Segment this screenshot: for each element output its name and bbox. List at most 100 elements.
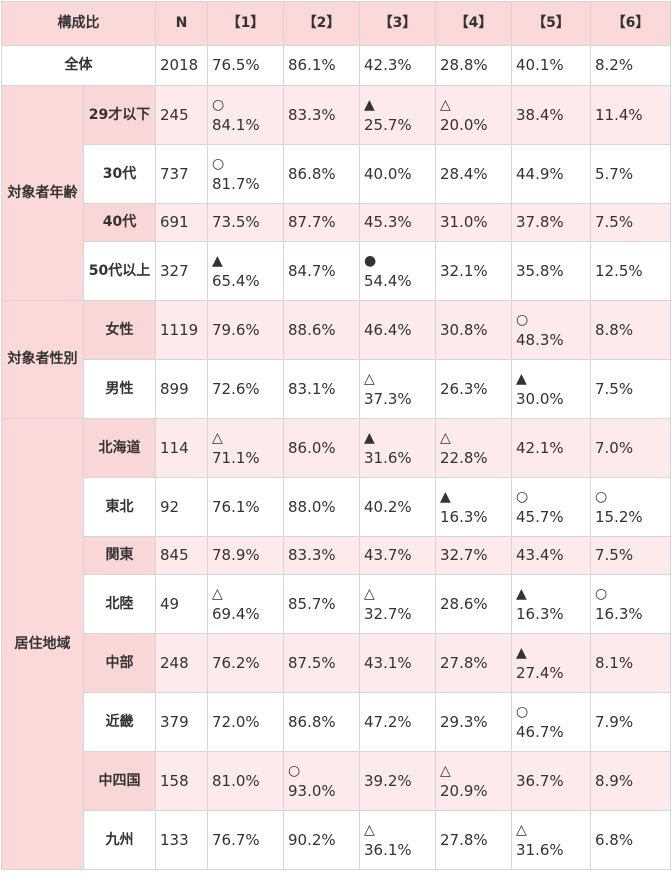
table-cell: 43.7%	[359, 536, 436, 575]
table-cell: 40.0%	[359, 144, 436, 204]
table-cell: 83.1%	[283, 359, 360, 419]
table-cell: 37.8%	[511, 203, 591, 242]
significance-mark: △	[364, 370, 375, 387]
table-cell: 90.2%	[283, 810, 360, 870]
group-label: 対象者年齢	[1, 85, 84, 301]
table-cell: 7.5%	[590, 359, 671, 419]
table-cell: ● 54.4%	[359, 241, 436, 301]
table-cell: ▲ 16.3%	[511, 574, 591, 634]
cell-value: 37.3%	[364, 389, 412, 408]
table-cell: 73.5%	[207, 203, 284, 242]
significance-mark: △	[364, 585, 375, 602]
row-label: 50代以上	[83, 241, 156, 301]
cell-value: 20.0%	[440, 115, 488, 134]
cell-value: 54.4%	[364, 271, 412, 290]
header-col-3: 【3】	[359, 1, 436, 46]
cell-value: 69.4%	[212, 604, 260, 623]
table-row: 対象者年齢 29才以下 245 ○ 84.1% 83.3% ▲ 25.7% △ 20.0% 38.4…	[1, 85, 671, 301]
row-n: 114	[155, 418, 208, 478]
table-row: 50代以上 327 ▲ 65.4% 84.7% ● 54.4% 32.1% 35.8% 12.5%	[2, 241, 671, 301]
significance-mark: ○	[516, 311, 529, 328]
table-cell: 6.8%	[590, 810, 671, 870]
total-cell: 40.1%	[511, 45, 591, 86]
table-cell: 36.7%	[511, 751, 591, 811]
table-cell: △ 71.1%	[207, 418, 284, 478]
total-n: 2018	[155, 45, 208, 86]
cell-value: 16.3%	[440, 507, 488, 526]
row-label: 女性	[83, 300, 156, 360]
table-cell: 8.1%	[590, 633, 671, 693]
table-cell: 28.4%	[435, 144, 512, 204]
table-cell: ▲ 27.4%	[511, 633, 591, 693]
row-n: 133	[155, 810, 208, 870]
table-cell: △ 20.9%	[435, 751, 512, 811]
row-label: 中四国	[83, 751, 156, 811]
table-cell: ○ 48.3%	[511, 300, 591, 360]
table-cell: 11.4%	[590, 85, 671, 145]
table-cell: 43.4%	[511, 536, 591, 575]
total-cell: 42.3%	[359, 45, 436, 86]
table-row: 40代 691 73.5% 87.7% 45.3% 31.0% 37.8% 7.5%	[2, 203, 671, 242]
cell-value: 93.0%	[288, 781, 336, 800]
table-cell: ○ 93.0%	[283, 751, 360, 811]
table-cell: △ 20.0%	[435, 85, 512, 145]
header-col-4: 【4】	[435, 1, 512, 46]
significance-mark: ▲	[212, 252, 223, 269]
table-cell: 72.6%	[207, 359, 284, 419]
row-label: 関東	[83, 536, 156, 575]
row-label: 九州	[83, 810, 156, 870]
cell-value: 84.1%	[212, 115, 260, 134]
significance-mark: ○	[516, 488, 529, 505]
table-cell: ○ 84.1%	[207, 85, 284, 145]
significance-mark: △	[364, 821, 375, 838]
cell-value: 16.3%	[516, 604, 564, 623]
cell-value: 25.7%	[364, 115, 412, 134]
total-cell: 86.1%	[283, 45, 360, 86]
table-cell: 8.9%	[590, 751, 671, 811]
table-cell: ○ 15.2%	[590, 477, 671, 537]
table-cell: 8.8%	[590, 300, 671, 360]
table-row: 関東 845 78.9% 83.3% 43.7% 32.7% 43.4% 7.5%	[2, 536, 671, 575]
table-row: 東北 92 76.1% 88.0% 40.2% ▲ 16.3% ○ 45.7% ○ 15.2%	[2, 477, 671, 537]
significance-mark: △	[212, 429, 223, 446]
table-cell: 35.8%	[511, 241, 591, 301]
significance-mark: ○	[516, 703, 529, 720]
table-cell: ▲ 16.3%	[435, 477, 512, 537]
row-label: 29才以下	[83, 85, 156, 145]
significance-mark: △	[212, 585, 223, 602]
table-cell: ▲ 65.4%	[207, 241, 284, 301]
row-n: 49	[155, 574, 208, 634]
header-col-6: 【6】	[590, 1, 671, 46]
table-cell: 86.8%	[283, 692, 360, 752]
table-row: 中四国 158 81.0% ○ 93.0% 39.2% △ 20.9% 36.7% 8.9%	[2, 751, 671, 811]
significance-mark: ○	[212, 96, 225, 113]
cell-value: 32.7%	[364, 604, 412, 623]
table-row: 九州 133 76.7% 90.2% △ 36.1% 27.8% △ 31.6% 6.8%	[2, 810, 671, 870]
significance-mark: △	[440, 429, 451, 446]
row-label: 北陸	[83, 574, 156, 634]
cell-value: 71.1%	[212, 448, 260, 467]
row-label: 東北	[83, 477, 156, 537]
total-row: 全体 2018 76.5% 86.1% 42.3% 28.8% 40.1% 8.…	[1, 45, 671, 86]
cell-value: 65.4%	[212, 271, 260, 290]
significance-mark: ●	[364, 252, 377, 269]
table-cell: 88.6%	[283, 300, 360, 360]
cell-value: 46.7%	[516, 722, 564, 741]
cell-value: 20.9%	[440, 781, 488, 800]
significance-mark: ○	[288, 762, 301, 779]
significance-mark: ▲	[440, 488, 451, 505]
table-cell: △ 37.3%	[359, 359, 436, 419]
total-label: 全体	[1, 45, 156, 86]
table-cell: △ 31.6%	[511, 810, 591, 870]
table-cell: 76.1%	[207, 477, 284, 537]
table-cell: ▲ 25.7%	[359, 85, 436, 145]
table-cell: 46.4%	[359, 300, 436, 360]
row-n: 327	[155, 241, 208, 301]
cell-value: 45.7%	[516, 507, 564, 526]
table-row: 居住地域 北海道 114 △ 71.1% 86.0% ▲ 31.6% △ 22.8% 42.1% 7.…	[1, 418, 671, 870]
cell-value: 16.3%	[595, 604, 643, 623]
cell-value: 36.1%	[364, 840, 412, 859]
header-col-2: 【2】	[283, 1, 360, 46]
table-cell: 12.5%	[590, 241, 671, 301]
